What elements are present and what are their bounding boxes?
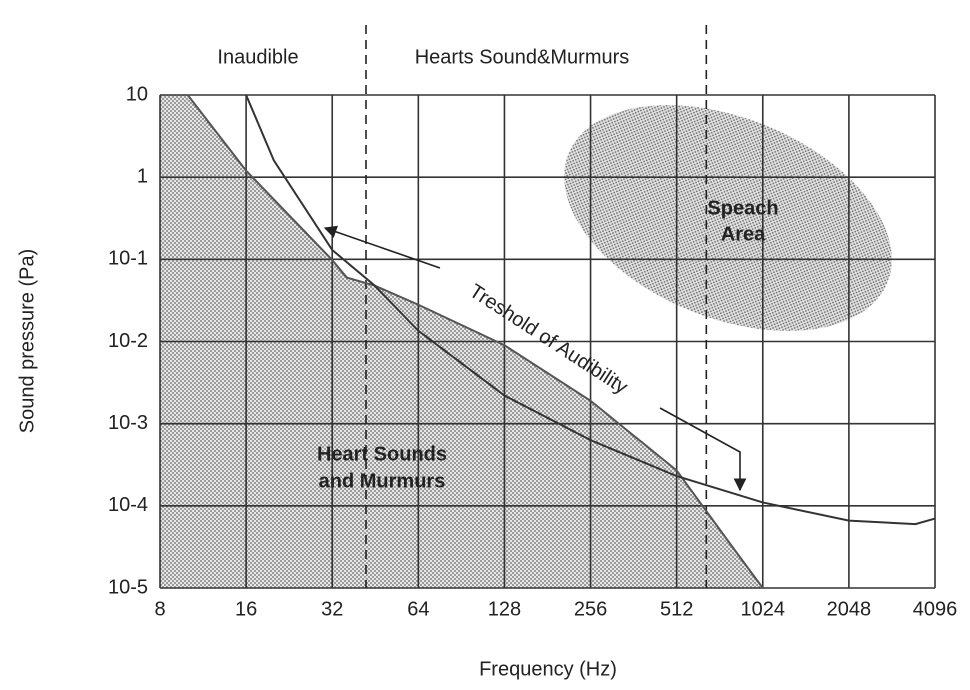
y-tick-label: 1 (137, 165, 148, 187)
y-axis-label: Sound pressure (Pa) (16, 249, 38, 434)
x-tick-label: 8 (154, 598, 165, 620)
annotation: Area (721, 223, 766, 245)
x-tick-label: 256 (574, 598, 607, 620)
y-tick-label: 10-2 (108, 330, 148, 352)
region-label: Inaudible (217, 46, 298, 68)
line (186, 94, 764, 589)
x-axis-label: Frequency (Hz) (479, 658, 617, 680)
y-tick-label: 10 (126, 83, 148, 105)
x-tick-label: 2048 (827, 598, 872, 620)
annotation: Heart Sounds (317, 443, 447, 465)
annotation: Speach (707, 197, 778, 219)
x-tick-label: 64 (407, 598, 429, 620)
x-tick-label: 128 (488, 598, 521, 620)
arrow (659, 407, 747, 492)
speech-area (564, 105, 892, 331)
x-tick-label: 1024 (741, 598, 786, 620)
y-tick-label: 10-5 (108, 576, 148, 598)
x-tick-label: 512 (660, 598, 693, 620)
region-label: Hearts Sound&Murmurs (415, 46, 630, 68)
y-tick-label: 10-4 (108, 494, 148, 516)
overlay: 8 16 32 64 128 256 512 1024 2048 4096 10-5 10-4 10-3… (108, 25, 957, 620)
line (245, 94, 936, 526)
x-tick-label: 16 (235, 598, 257, 620)
x-tick-label: 4096 (913, 598, 958, 620)
arrow (323, 225, 441, 269)
y-tick-label: 10-3 (108, 412, 148, 434)
x-tick-label: 32 (321, 598, 343, 620)
annotation: and Murmurs (319, 470, 446, 492)
y-tick-label: 10-1 (108, 248, 148, 270)
